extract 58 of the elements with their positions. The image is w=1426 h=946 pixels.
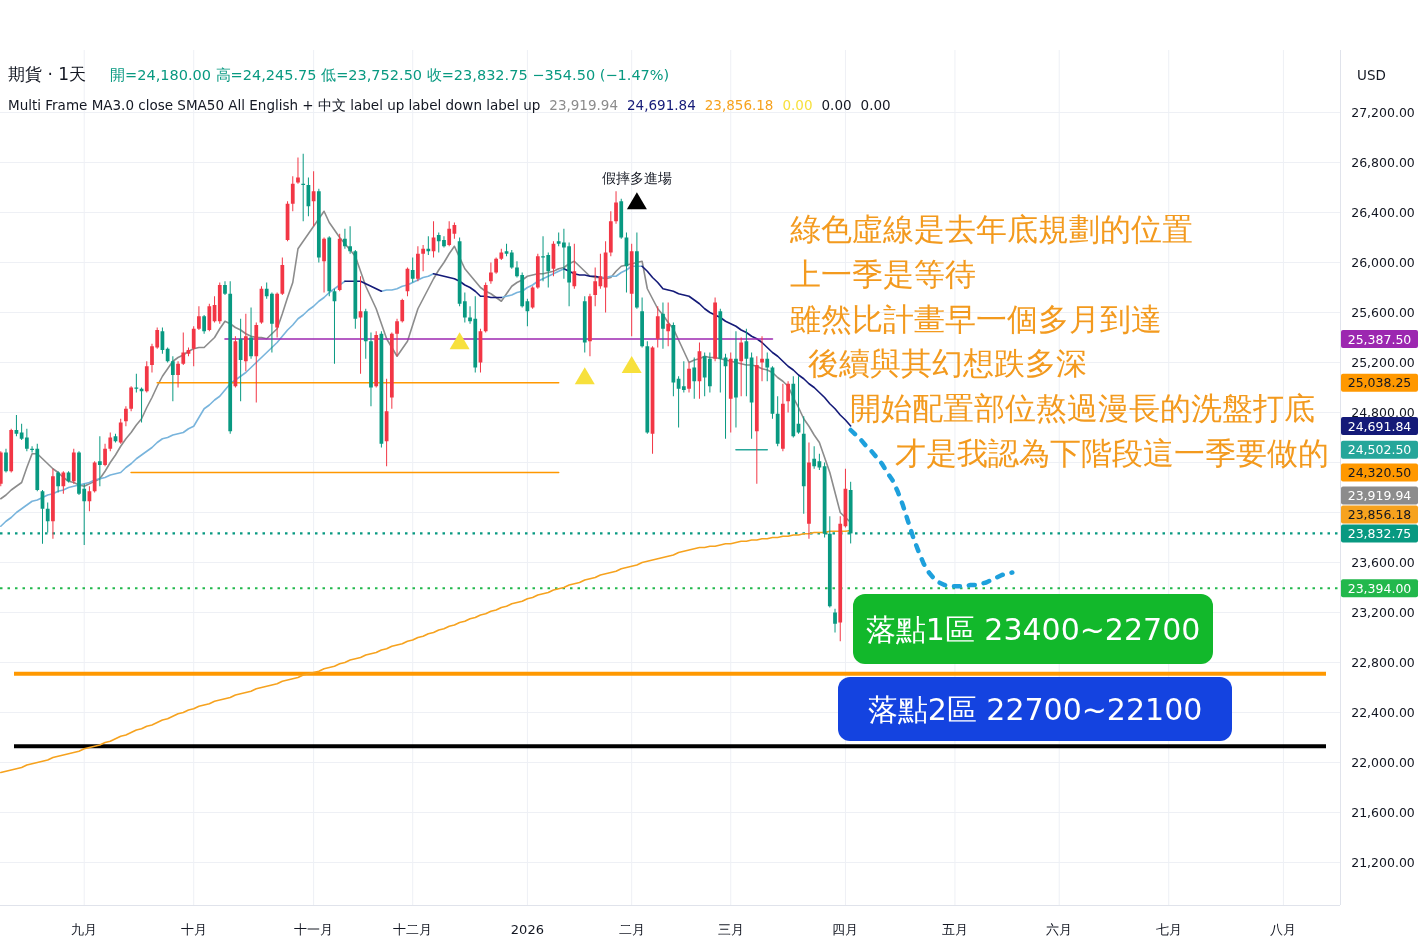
text: 25,387.50 xyxy=(1347,331,1412,347)
text: 23,856.18 xyxy=(1347,506,1412,522)
y-tick-label: 26,000.00 xyxy=(1351,255,1415,270)
annotation: 0.00 xyxy=(821,97,852,113)
y-tick-label: 26,800.00 xyxy=(1351,155,1415,170)
text: 開=24,180.00 高=24,245.75 低=23,752.50 收=23,832.75 −354.50 (−1.47%) xyxy=(110,67,670,83)
x-tick-label: 三月 xyxy=(717,922,744,937)
x-tick-label: 二月 xyxy=(618,922,645,937)
ref-line-label: 23,394.00 xyxy=(1347,580,1412,596)
y-tick-label: 25,200.00 xyxy=(1351,355,1415,370)
annotation: 綠色虛線是去年底規劃的位置 xyxy=(789,211,1193,247)
annotation: 後續與其幻想跌多深 xyxy=(808,345,1087,381)
point xyxy=(574,367,595,385)
y-tick-label: 22,400.00 xyxy=(1351,705,1415,720)
x-tick-label: 四月 xyxy=(832,922,859,937)
ref-line-label: 23,832.75 xyxy=(1347,525,1412,541)
y-tick-label: 23,200.00 xyxy=(1351,605,1415,620)
x-tick-label: 六月 xyxy=(1046,922,1073,937)
x-tick-label: 十月 xyxy=(180,922,207,937)
x-tick-label: 七月 xyxy=(1155,922,1182,937)
annotation: 23,856.18 xyxy=(704,97,774,113)
x-tick-label: 十二月 xyxy=(393,922,433,937)
annotation: 0.00 xyxy=(782,97,813,113)
y-tick-label: 21,200.00 xyxy=(1351,855,1415,870)
y-tick-label: 26,400.00 xyxy=(1351,205,1415,220)
text: 24,320.50 xyxy=(1347,464,1412,480)
annotation: 開始配置部位熬過漫長的洗盤打底 xyxy=(850,390,1315,426)
annotation: 23,919.94 xyxy=(549,97,619,113)
x-tick-label: 五月 xyxy=(941,922,968,937)
y-tick-label: 24,800.00 xyxy=(1351,405,1415,420)
text: 期貨 · 1天 xyxy=(8,64,87,84)
annotation: 落點2區 22700~22100 xyxy=(867,692,1203,727)
point xyxy=(626,192,647,210)
text: 23,919.94 xyxy=(1347,487,1412,503)
y-tick-label: 21,600.00 xyxy=(1351,805,1415,820)
y-axis-title: USD xyxy=(1357,67,1386,83)
y-tick-label: 22,800.00 xyxy=(1351,655,1415,670)
annotation: 假摔多進場 xyxy=(601,170,672,187)
annotation: 上一季是等待 xyxy=(790,256,976,292)
text: 24,502.50 xyxy=(1347,442,1412,458)
point xyxy=(621,356,642,373)
text: 25,038.25 xyxy=(1347,375,1412,391)
x-tick-label: 十一月 xyxy=(294,922,334,937)
annotation: Multi Frame MA3.0 close SMA50 All English + 中文 label up label down label up xyxy=(8,97,541,113)
x-tick-label: 八月 xyxy=(1270,922,1297,937)
text: 24,691.84 xyxy=(1347,418,1412,434)
x-tick-label: 2026 xyxy=(510,922,544,937)
point xyxy=(449,332,470,350)
annotation: 雖然比計畫早一個多月到達 xyxy=(790,301,1162,337)
y-tick-label: 27,200.00 xyxy=(1351,105,1415,120)
y-tick-label: 25,600.00 xyxy=(1351,305,1415,320)
annotation: 0.00 xyxy=(860,97,891,113)
y-tick-label: 23,600.00 xyxy=(1351,555,1415,570)
annotation: 24,691.84 xyxy=(627,97,696,113)
y-tick-label: 22,000.00 xyxy=(1351,755,1415,770)
x-tick-label: 九月 xyxy=(71,922,98,937)
annotation: 落點1區 23400~22700 xyxy=(865,612,1201,647)
annotation: 才是我認為下階段這一季要做的 xyxy=(895,435,1329,471)
